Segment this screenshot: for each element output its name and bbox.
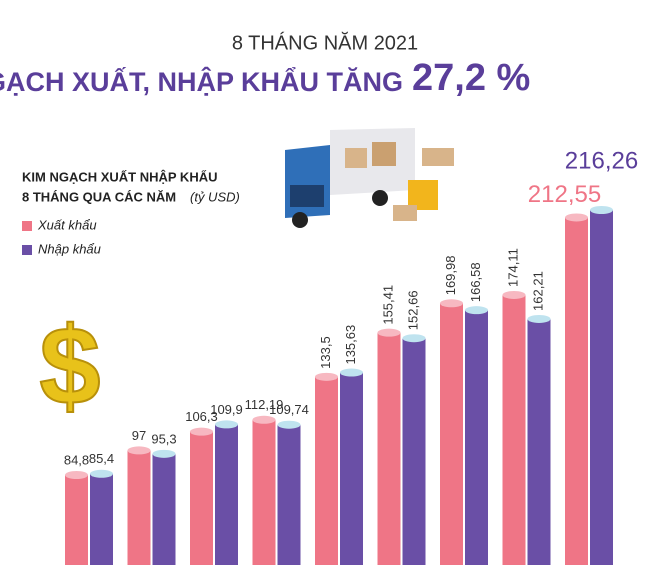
bar-cap bbox=[440, 299, 463, 308]
value-label: 109,74 bbox=[269, 402, 309, 417]
bar bbox=[465, 310, 488, 565]
legend-swatch bbox=[22, 221, 32, 231]
subtitle: 8 THÁNG QUA CÁC NĂM bbox=[22, 189, 176, 204]
value-label: 169,98 bbox=[443, 256, 458, 296]
bar bbox=[377, 332, 401, 565]
bar-cap bbox=[277, 420, 301, 429]
bar-cap bbox=[65, 471, 88, 479]
bar bbox=[152, 453, 176, 565]
title-highlight: 27,2 % bbox=[412, 57, 530, 99]
bar-cap bbox=[252, 415, 276, 424]
value-label: 174,11 bbox=[505, 248, 520, 287]
value-label: 85,4 bbox=[89, 451, 114, 466]
bar bbox=[315, 376, 338, 565]
dollar-illustration: $ bbox=[39, 305, 100, 428]
bar bbox=[215, 424, 238, 565]
bar bbox=[527, 318, 551, 565]
bar-cap bbox=[315, 372, 338, 381]
value-label: 84,8 bbox=[64, 452, 89, 467]
bar bbox=[565, 217, 588, 565]
bar-cap bbox=[215, 420, 238, 429]
supertitle: 8 THÁNG NĂM 2021 bbox=[232, 31, 418, 54]
bar-cap bbox=[565, 213, 588, 222]
bar bbox=[90, 473, 113, 565]
bar-cap bbox=[465, 306, 488, 315]
bar-cap bbox=[152, 449, 176, 458]
bar-cap bbox=[340, 368, 363, 377]
value-label: 166,58 bbox=[468, 262, 483, 302]
value-label: 216,26 bbox=[565, 147, 638, 174]
legend-label: Xuất khẩu bbox=[37, 217, 97, 232]
bar-cap bbox=[377, 328, 401, 337]
bar-cap bbox=[127, 446, 151, 455]
bar-cap bbox=[590, 206, 613, 214]
bar bbox=[502, 294, 526, 565]
value-label: 152,66 bbox=[405, 290, 420, 330]
subtitle: KIM NGẠCH XUẤT NHẬP KHẨU bbox=[22, 169, 217, 184]
bar bbox=[590, 210, 613, 565]
legend-swatch bbox=[22, 245, 32, 255]
bar-cap bbox=[527, 314, 551, 323]
value-label: 135,63 bbox=[343, 325, 358, 365]
value-label: 162,21 bbox=[530, 271, 545, 311]
bar-cap bbox=[502, 290, 526, 299]
value-label: 133,5 bbox=[318, 336, 333, 369]
bar-cap bbox=[402, 334, 426, 343]
bar bbox=[440, 303, 463, 565]
value-label: 109,9 bbox=[210, 402, 243, 417]
bar bbox=[252, 419, 276, 565]
value-label: 106,3 bbox=[185, 409, 218, 424]
bar bbox=[127, 450, 151, 565]
bar bbox=[340, 372, 363, 565]
value-label: 212,55 bbox=[528, 181, 601, 208]
legend-label: Nhập khẩu bbox=[38, 241, 101, 256]
chart-title: KIM NGẠCH XUẤT, NHẬP KHẨU TĂNG bbox=[0, 66, 403, 97]
value-label: 155,41 bbox=[380, 285, 395, 325]
bar-cap bbox=[190, 427, 213, 436]
bar bbox=[277, 424, 301, 565]
bar bbox=[402, 338, 426, 565]
value-label: 95,3 bbox=[151, 431, 176, 446]
value-label: 112,19 bbox=[245, 397, 284, 412]
bar bbox=[190, 431, 213, 565]
unit: (tỷ USD) bbox=[190, 189, 240, 204]
bar bbox=[65, 475, 88, 565]
truck-illustration bbox=[285, 128, 454, 228]
value-label: 97 bbox=[132, 428, 146, 443]
bar-cap bbox=[90, 469, 113, 478]
